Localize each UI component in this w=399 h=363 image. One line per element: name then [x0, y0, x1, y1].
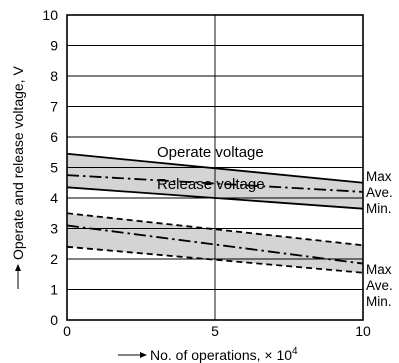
x-axis-arrow-head	[140, 352, 147, 358]
y-tick-label-7: 7	[50, 99, 58, 115]
end-label-1-0: Max	[366, 262, 392, 277]
y-axis-title: Operate and release voltage, V	[10, 66, 26, 260]
y-tick-label-3: 3	[50, 221, 58, 237]
y-tick-label-9: 9	[50, 38, 58, 54]
operate-voltage-label: Operate voltage	[157, 144, 264, 161]
x-axis-title-exponent: 4	[292, 346, 298, 357]
y-tick-label-10: 10	[42, 7, 58, 23]
release-voltage-label: Release voltage	[157, 176, 265, 193]
end-label-1-1: Ave.	[366, 278, 393, 293]
x-tick-label-2: 10	[355, 323, 371, 339]
series-lines	[66, 152, 364, 274]
x-tick-label-1: 5	[211, 323, 219, 339]
y-tick-label-4: 4	[50, 190, 58, 206]
y-tick-label-5: 5	[50, 160, 58, 176]
y-tick-label-1: 1	[50, 282, 58, 298]
y-axis-arrow-head	[15, 264, 21, 271]
end-label-0-2: Min.	[366, 201, 392, 216]
end-label-1-2: Min.	[366, 294, 392, 309]
y-axis-title-group: Operate and release voltage, V	[10, 66, 26, 289]
series-line-0-0	[66, 152, 364, 184]
x-axis-title: No. of operations, × 104	[150, 346, 298, 363]
y-tick-label-6: 6	[50, 129, 58, 145]
series-line-1-1	[66, 224, 364, 265]
y-tick-label-0: 0	[50, 312, 58, 328]
end-label-0-1: Ave.	[366, 185, 393, 200]
x-tick-labels: 0 5 10	[63, 323, 371, 339]
series-line-0-1	[66, 174, 364, 193]
y-tick-labels: 0 1 2 3 4 5 6 7 8 9 10	[42, 7, 58, 328]
plot-frame	[66, 14, 364, 321]
end-label-0-0: Max	[366, 169, 392, 184]
y-tick-label-8: 8	[50, 68, 58, 84]
x-axis-title-group: No. of operations, × 104	[118, 346, 298, 363]
series-line-0-2	[66, 186, 364, 210]
y-tick-label-2: 2	[50, 251, 58, 267]
x-tick-label-0: 0	[63, 323, 71, 339]
x-axis-title-main: No. of operations, × 10	[150, 347, 292, 363]
